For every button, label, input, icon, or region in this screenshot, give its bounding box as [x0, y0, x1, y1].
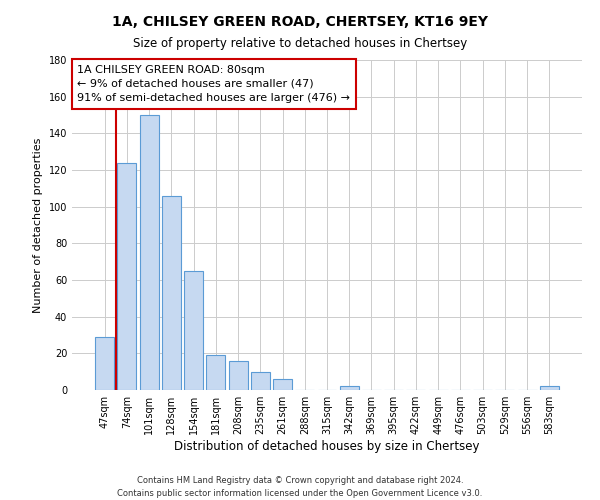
Bar: [118, 162, 136, 390]
Bar: [229, 360, 248, 390]
X-axis label: Distribution of detached houses by size in Chertsey: Distribution of detached houses by size …: [174, 440, 480, 453]
Bar: [340, 386, 359, 390]
Text: 1A, CHILSEY GREEN ROAD, CHERTSEY, KT16 9EY: 1A, CHILSEY GREEN ROAD, CHERTSEY, KT16 9…: [112, 15, 488, 29]
Text: Contains HM Land Registry data © Crown copyright and database right 2024.
Contai: Contains HM Land Registry data © Crown c…: [118, 476, 482, 498]
Text: 1A CHILSEY GREEN ROAD: 80sqm
← 9% of detached houses are smaller (47)
91% of sem: 1A CHILSEY GREEN ROAD: 80sqm ← 9% of det…: [77, 65, 350, 103]
Bar: [140, 115, 158, 390]
Bar: [206, 355, 225, 390]
Bar: [273, 379, 292, 390]
Text: Size of property relative to detached houses in Chertsey: Size of property relative to detached ho…: [133, 38, 467, 51]
Bar: [95, 337, 114, 390]
Y-axis label: Number of detached properties: Number of detached properties: [33, 138, 43, 312]
Bar: [251, 372, 270, 390]
Bar: [162, 196, 181, 390]
Bar: [184, 271, 203, 390]
Bar: [540, 386, 559, 390]
